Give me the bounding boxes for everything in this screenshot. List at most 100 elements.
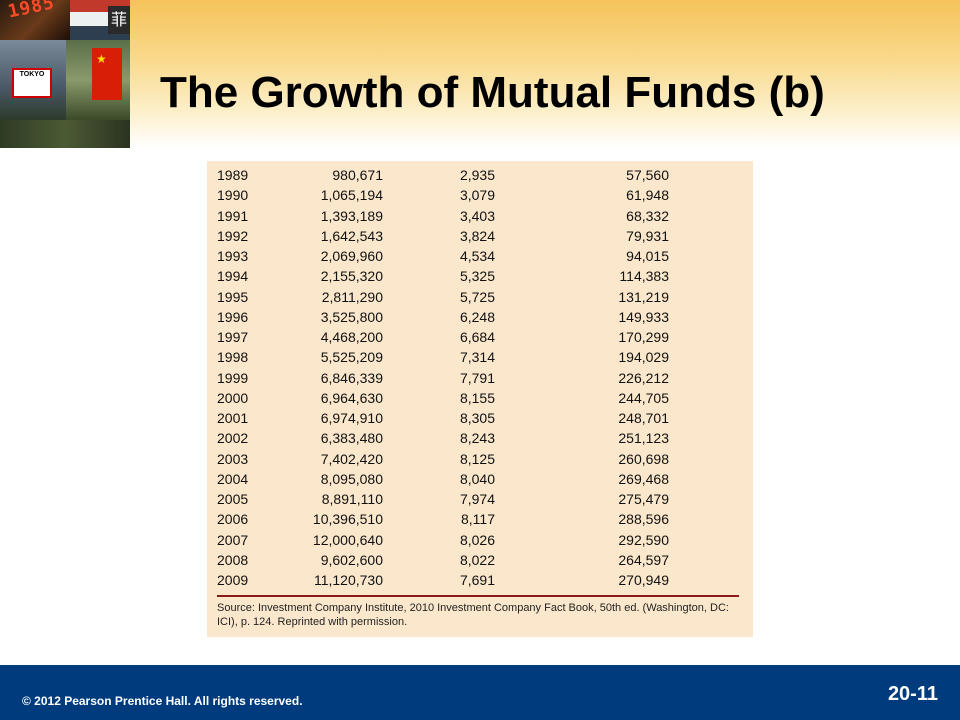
year-cell: 2000 xyxy=(217,389,249,406)
accounts-cell: 288,596 xyxy=(618,511,669,528)
street-photo xyxy=(0,120,130,148)
accounts-cell: 114,383 xyxy=(619,268,669,285)
table-row: 2009 11,120,730 7,691 270,949 xyxy=(207,570,753,590)
accounts-cell: 292,590 xyxy=(618,531,669,548)
accounts-cell: 275,479 xyxy=(618,491,669,507)
header-band xyxy=(0,0,960,148)
year-cell: 2008 xyxy=(217,551,249,568)
accounts-cell: 194,029 xyxy=(618,349,669,366)
accounts-cell: 149,933 xyxy=(618,308,669,325)
accounts-cell: 264,597 xyxy=(618,551,669,568)
table-row: 1997 4,468,200 6,684 170,299 xyxy=(207,327,753,347)
year-cell: 1990 xyxy=(217,187,249,204)
assets-cell: 2,155,320 xyxy=(320,268,383,285)
assets-cell: 12,000,640 xyxy=(312,531,383,548)
china-flag-icon xyxy=(92,48,122,100)
funds-cell: 7,314 xyxy=(459,349,495,366)
assets-cell: 5,525,209 xyxy=(320,349,383,366)
year-cell: 1992 xyxy=(217,227,249,244)
assets-cell: 6,383,480 xyxy=(320,430,383,447)
assets-cell: 1,065,194 xyxy=(320,187,383,204)
year-cell: 1998 xyxy=(217,349,249,366)
table-row: 1989 980,671 2,935 57,560 xyxy=(207,165,753,185)
table-row: 2000 6,964,630 8,155 244,705 xyxy=(207,388,753,408)
funds-cell: 8,022 xyxy=(459,551,495,568)
assets-cell: 10,396,510 xyxy=(312,511,383,528)
year-cell: 1995 xyxy=(217,288,249,305)
assets-cell: 2,069,960 xyxy=(320,248,383,264)
table-row: 2004 8,095,080 8,040 269,468 xyxy=(207,469,753,489)
funds-cell: 5,725 xyxy=(459,288,495,305)
funds-cell: 7,791 xyxy=(459,369,495,386)
funds-cell: 8,117 xyxy=(461,511,495,528)
accounts-cell: 260,698 xyxy=(618,450,669,467)
copyright-text: © 2012 Pearson Prentice Hall. All rights… xyxy=(22,694,303,708)
year-cell: 2005 xyxy=(217,491,249,507)
funds-cell: 7,974 xyxy=(459,491,495,507)
table-row: 2001 6,974,910 8,305 248,701 xyxy=(207,408,753,428)
source-note: Source: Investment Company Institute, 20… xyxy=(217,602,729,628)
year-cell: 1991 xyxy=(217,207,249,224)
corner-glyph: 菲 xyxy=(108,6,130,34)
funds-cell: 5,325 xyxy=(459,268,495,285)
year-cell: 2002 xyxy=(217,430,249,447)
funds-cell: 7,691 xyxy=(459,572,495,588)
assets-cell: 1,393,189 xyxy=(320,207,383,224)
ticker-text: 1985 xyxy=(6,0,57,23)
year-cell: 2009 xyxy=(217,572,249,588)
accounts-cell: 226,212 xyxy=(618,369,669,386)
accounts-cell: 270,949 xyxy=(618,572,669,588)
year-cell: 1993 xyxy=(217,248,249,264)
table-row: 1999 6,846,339 7,791 226,212 xyxy=(207,368,753,388)
table-row: 2005 8,891,110 7,974 275,479 xyxy=(207,489,753,509)
table-row: 1995 2,811,290 5,725 131,219 xyxy=(207,287,753,307)
funds-cell: 8,155 xyxy=(459,389,495,406)
accounts-cell: 68,332 xyxy=(626,207,669,224)
accounts-cell: 61,948 xyxy=(626,187,669,204)
table-row: 1990 1,065,194 3,079 61,948 xyxy=(207,185,753,205)
mutual-fund-table: 1989 980,671 2,935 57,560 1990 1,065,194 3,079… xyxy=(207,161,753,637)
assets-cell: 8,095,080 xyxy=(320,470,383,487)
year-cell: 1997 xyxy=(217,329,249,345)
funds-cell: 4,534 xyxy=(459,248,495,264)
funds-cell: 8,026 xyxy=(459,531,495,548)
stock-exchange-photo-collage: 1985 菲 TOKYO ★ xyxy=(0,0,130,148)
year-cell: 2003 xyxy=(217,450,249,467)
assets-cell: 4,468,200 xyxy=(320,329,383,345)
funds-cell: 8,125 xyxy=(459,450,495,467)
table-row: 1991 1,393,189 3,403 68,332 xyxy=(207,206,753,226)
table-row: 1998 5,525,209 7,314 194,029 xyxy=(207,347,753,367)
assets-cell: 6,964,630 xyxy=(320,389,383,406)
year-cell: 1996 xyxy=(217,308,249,325)
table-row: 1996 3,525,800 6,248 149,933 xyxy=(207,307,753,327)
accounts-cell: 269,468 xyxy=(618,470,669,487)
funds-cell: 3,824 xyxy=(459,227,495,244)
funds-cell: 3,403 xyxy=(459,207,495,224)
funds-cell: 6,684 xyxy=(459,329,495,345)
year-cell: 2001 xyxy=(217,410,249,426)
year-cell: 2004 xyxy=(217,470,249,487)
tokyo-sign: TOKYO xyxy=(12,68,52,98)
year-cell: 1989 xyxy=(217,167,249,183)
accounts-cell: 57,560 xyxy=(626,167,669,183)
year-cell: 1994 xyxy=(217,268,249,285)
funds-cell: 8,040 xyxy=(459,470,495,487)
table-row: 2008 9,602,600 8,022 264,597 xyxy=(207,550,753,570)
year-cell: 2007 xyxy=(217,531,249,548)
assets-cell: 11,120,730 xyxy=(313,572,383,588)
assets-cell: 3,525,800 xyxy=(320,308,383,325)
accounts-cell: 131,219 xyxy=(618,288,669,305)
assets-cell: 2,811,290 xyxy=(321,288,383,305)
slide-number: 20-11 xyxy=(887,683,938,705)
flag-star-icon: ★ xyxy=(96,52,107,66)
funds-cell: 2,935 xyxy=(459,167,495,183)
table-row: 1993 2,069,960 4,534 94,015 xyxy=(207,246,753,266)
assets-cell: 7,402,420 xyxy=(320,450,383,467)
assets-cell: 9,602,600 xyxy=(320,551,383,568)
assets-cell: 8,891,110 xyxy=(321,491,383,507)
year-cell: 1999 xyxy=(217,369,249,386)
assets-cell: 6,974,910 xyxy=(320,410,383,426)
funds-cell: 6,248 xyxy=(459,308,495,325)
table-row: 2003 7,402,420 8,125 260,698 xyxy=(207,449,753,469)
assets-cell: 6,846,339 xyxy=(320,369,383,386)
